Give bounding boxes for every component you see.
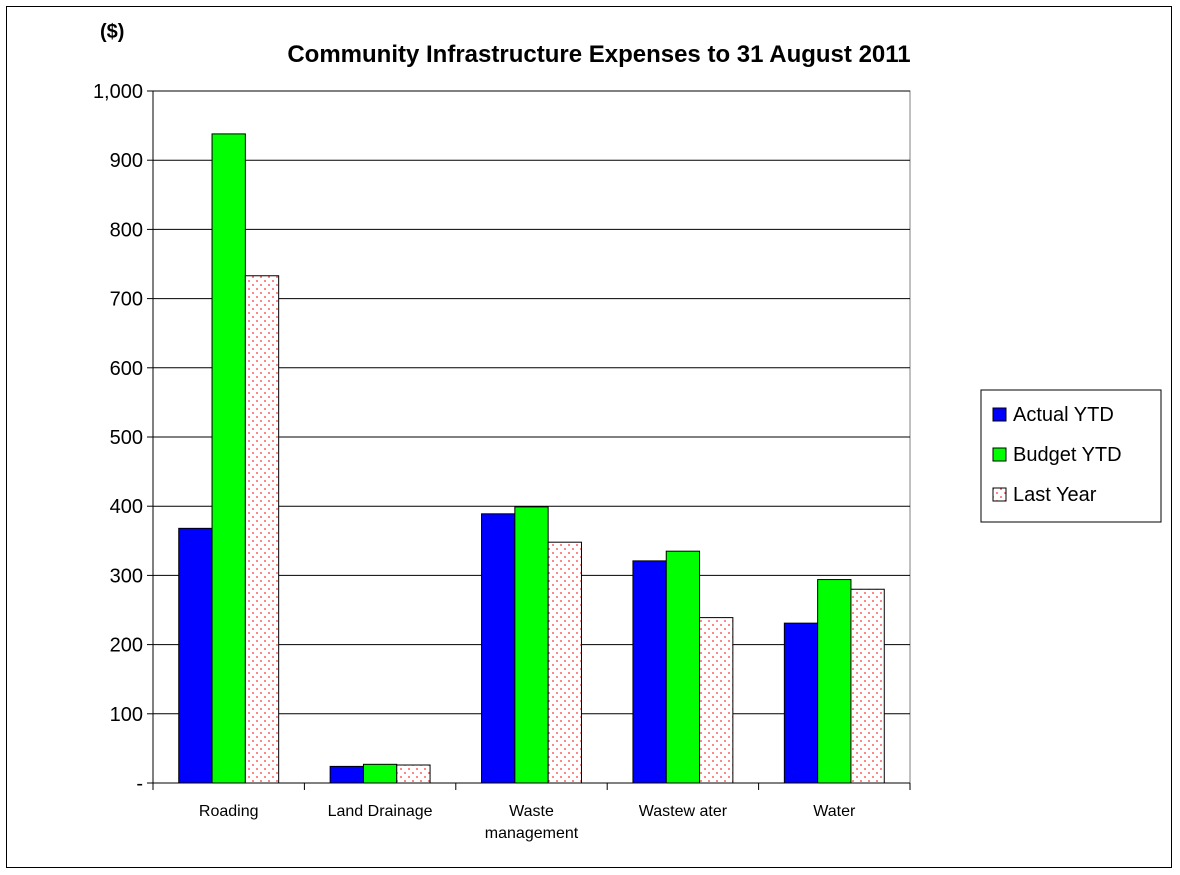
y-tick-label: 100 bbox=[110, 704, 143, 726]
bar-budget-ytd bbox=[514, 506, 549, 784]
bar-budget-ytd bbox=[817, 579, 852, 784]
x-tick-label: Wastew ater bbox=[639, 803, 728, 820]
legend-swatch bbox=[992, 447, 1007, 462]
y-tick-label: 200 bbox=[110, 635, 143, 657]
unit-label: ($) bbox=[100, 21, 124, 43]
bars bbox=[178, 133, 885, 784]
x-tick-label: Land Drainage bbox=[328, 803, 433, 820]
x-tick-label: Waste bbox=[509, 803, 554, 820]
y-tick-label: 800 bbox=[110, 219, 143, 241]
bar-actual-ytd bbox=[178, 527, 213, 784]
bar-actual-ytd bbox=[481, 513, 516, 784]
bar-chart: ($) Community Infrastructure Expenses to… bbox=[93, 21, 1162, 842]
legend-swatch bbox=[992, 487, 1007, 502]
x-tick-label: management bbox=[485, 825, 579, 842]
axes: - 100 200 300 400 500 600 700 800 900 1,000 Roading… bbox=[93, 81, 911, 842]
y-tick-label: 400 bbox=[110, 496, 143, 518]
x-tick-label: Roading bbox=[199, 803, 259, 820]
y-tick-label: 300 bbox=[110, 565, 143, 587]
bar-last-year bbox=[244, 275, 280, 784]
x-tick-label: Water bbox=[813, 803, 856, 820]
bar-last-year bbox=[699, 617, 734, 784]
y-tick-label: - bbox=[136, 773, 143, 795]
bar-actual-ytd bbox=[329, 765, 364, 784]
bar-actual-ytd bbox=[632, 560, 667, 784]
bar-last-year bbox=[850, 588, 885, 784]
chart-title: Community Infrastructure Expenses to 31 … bbox=[287, 41, 910, 68]
y-tick-label: 500 bbox=[110, 427, 143, 449]
bar-last-year bbox=[547, 541, 582, 784]
y-tick-label: 1,000 bbox=[93, 81, 143, 103]
bar-actual-ytd bbox=[783, 622, 819, 784]
legend-box bbox=[980, 389, 1162, 523]
chart-frame: ($) Community Infrastructure Expenses to… bbox=[6, 6, 1172, 868]
bar-budget-ytd bbox=[211, 133, 246, 784]
legend-label: Actual YTD bbox=[1013, 404, 1114, 426]
legend-label: Last Year bbox=[1013, 484, 1097, 506]
bar-budget-ytd bbox=[362, 763, 398, 784]
y-tick-label: 700 bbox=[110, 289, 143, 311]
bar-budget-ytd bbox=[665, 550, 701, 784]
y-tick-label: 600 bbox=[110, 358, 143, 380]
bar-last-year bbox=[396, 764, 431, 784]
y-tick-label: 900 bbox=[110, 150, 143, 172]
legend-swatch bbox=[992, 407, 1007, 422]
legend: Actual YTD Budget YTD Last Year bbox=[980, 389, 1162, 523]
legend-label: Budget YTD bbox=[1013, 444, 1122, 466]
